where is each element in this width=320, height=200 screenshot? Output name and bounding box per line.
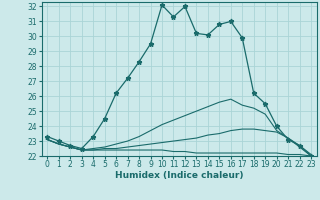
X-axis label: Humidex (Indice chaleur): Humidex (Indice chaleur): [115, 171, 244, 180]
